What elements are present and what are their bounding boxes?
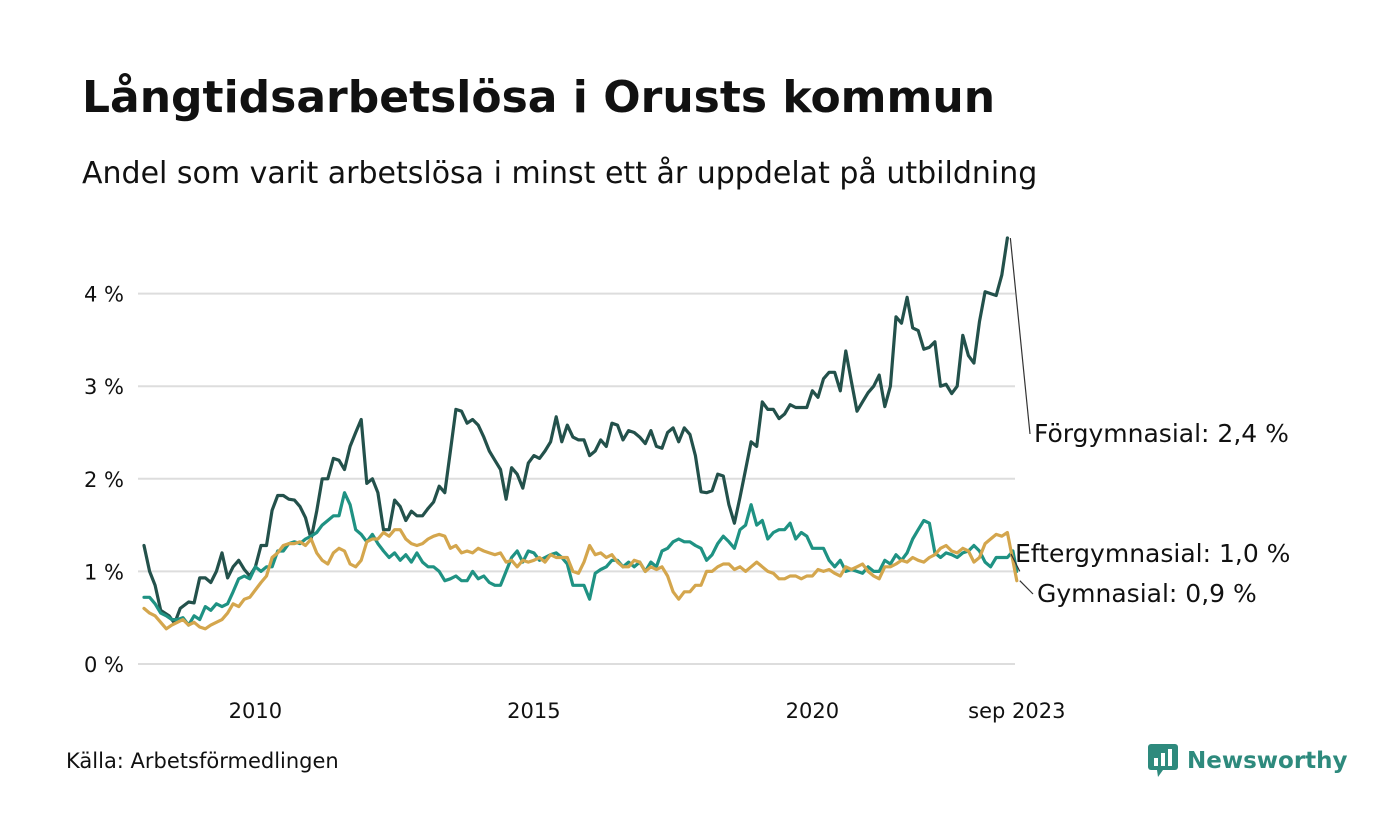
- newsworthy-logo-icon: [1148, 744, 1178, 777]
- y-tick-label: 1 %: [84, 560, 124, 584]
- y-tick-label: 4 %: [84, 283, 124, 307]
- y-tick-label: 2 %: [84, 468, 124, 492]
- brand-name: Newsworthy: [1187, 748, 1348, 774]
- series-end-label-eftergymnasial: Eftergymnasial: 1,0 %: [1015, 539, 1290, 568]
- series-line-förgymnasial: [142, 236, 1009, 625]
- series-lines: [142, 236, 1019, 631]
- series-line-eftergymnasial: [142, 491, 1019, 627]
- series-end-labels: Förgymnasial: 2,4 % Eftergymnasial: 1,0 %…: [1009, 237, 1290, 608]
- series-line-gymnasial: [142, 528, 1019, 631]
- chart-subtitle: Andel som varit arbetslösa i minst ett å…: [82, 156, 1038, 191]
- series-end-label-förgymnasial: Förgymnasial: 2,4 %: [1034, 419, 1289, 448]
- leader-line-förgymnasial: [1009, 237, 1031, 435]
- x-tick-label: 2015: [507, 699, 560, 723]
- chart-title: Långtidsarbetslösa i Orusts kommun: [82, 72, 996, 123]
- y-tick-label: 0 %: [84, 653, 124, 677]
- y-axis-ticks: 0 % 1 % 2 % 3 % 4 %: [84, 283, 124, 677]
- source-note: Källa: Arbetsförmedlingen: [66, 749, 339, 773]
- leader-line-eftergymnasial: [1010, 553, 1021, 572]
- x-tick-label: sep 2023: [968, 699, 1065, 723]
- x-axis-ticks: 2010 2015 2020 sep 2023: [229, 699, 1066, 723]
- newsworthy-logo: Newsworthy: [1148, 744, 1348, 778]
- series-end-label-gymnasial: Gymnasial: 0,9 %: [1037, 579, 1257, 608]
- y-tick-label: 3 %: [84, 375, 124, 399]
- gridlines: [138, 292, 1015, 665]
- x-tick-label: 2010: [229, 699, 282, 723]
- x-tick-label: 2020: [786, 699, 839, 723]
- leader-line-gymnasial: [1019, 580, 1034, 595]
